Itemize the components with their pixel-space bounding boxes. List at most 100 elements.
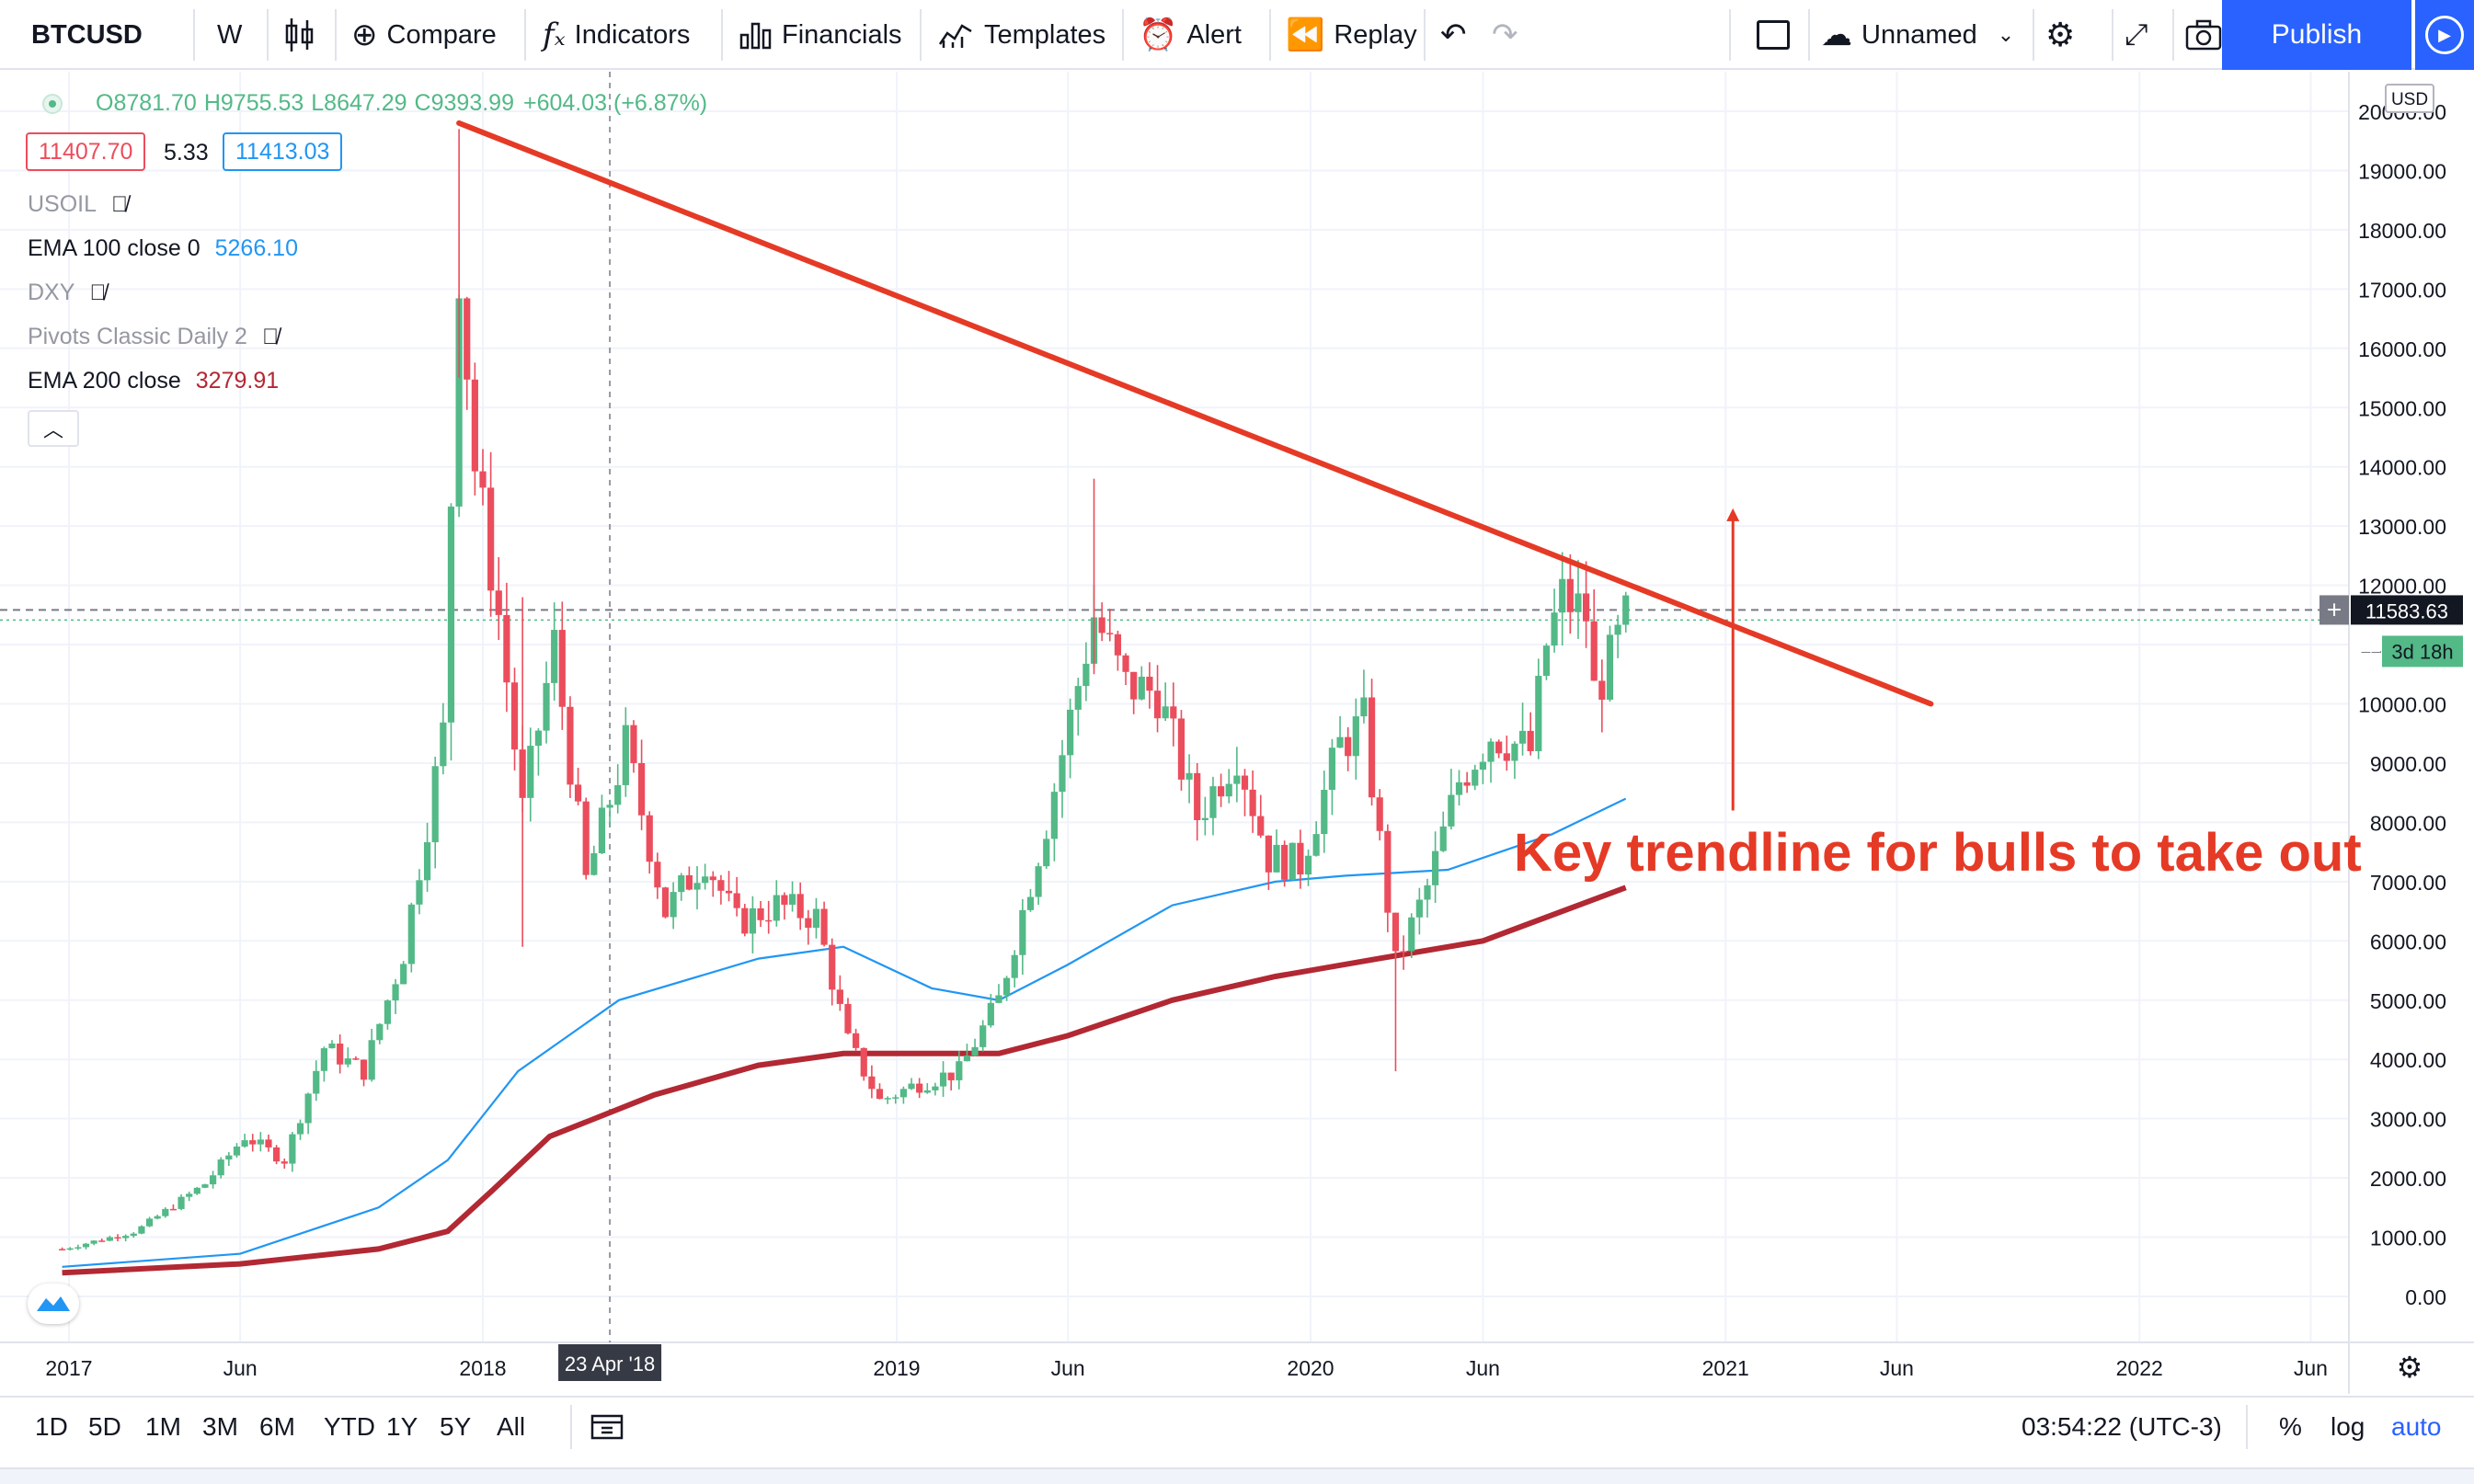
interval-button[interactable]: W (217, 19, 243, 50)
collapse-legend-button[interactable]: ︿ (28, 410, 79, 447)
candles-icon (285, 18, 314, 51)
candle-body (1002, 977, 1011, 996)
study-dxy[interactable]: DXY 👁̸ (28, 280, 106, 306)
price-axis[interactable]: 0.00 1000.00 2000.00 3000.00 4000.00 5000.00 6… (2358, 100, 2446, 1309)
range-button-6m[interactable]: 6M (259, 1412, 295, 1441)
indicators-button[interactable]: 𝑓ₓ Indicators (543, 0, 690, 70)
candle-body (1479, 761, 1486, 771)
play-button[interactable]: ▶ (2415, 0, 2474, 70)
candle-body (265, 1139, 272, 1147)
publish-button[interactable]: Publish (2222, 0, 2411, 70)
candle-body (892, 1097, 899, 1099)
compare-button[interactable]: ⊕ Compare (351, 0, 497, 70)
symbol-search[interactable]: BTCUSD (31, 19, 143, 50)
candle-body (122, 1236, 130, 1239)
price-tick-label: 8000.00 (2370, 811, 2446, 835)
price-tick-label: 3000.00 (2370, 1108, 2446, 1132)
plus-icon: + (2327, 595, 2342, 623)
candle-body (1218, 786, 1225, 797)
eye-off-icon[interactable]: 👁̸ (261, 324, 279, 349)
expand-icon[interactable]: ⤢ (2125, 17, 2148, 51)
range-button-ytd[interactable]: YTD (324, 1412, 375, 1441)
range-button-5y[interactable]: 5Y (440, 1412, 472, 1441)
candle-body (1336, 736, 1344, 748)
candle-body (1225, 783, 1232, 797)
time-tick-label: Jun (2294, 1356, 2328, 1380)
time-tick-label: Jun (1051, 1356, 1085, 1380)
time-tick-label: 2017 (45, 1356, 92, 1380)
candle-body (1415, 899, 1423, 918)
candle-body (1590, 621, 1598, 681)
study-ema100[interactable]: EMA 100 close 0 5266.10 (28, 235, 298, 262)
layout-name: Unnamed (1861, 19, 1977, 50)
candle-body (534, 730, 543, 747)
candle-body (987, 1002, 994, 1026)
undo-icon[interactable]: ↶ (1440, 17, 1467, 52)
alert-button[interactable]: ⏰ Alert (1139, 0, 1242, 70)
candle-body (344, 1058, 351, 1065)
sell-price-box[interactable]: 11407.70 (26, 132, 146, 171)
replay-button[interactable]: ⏪ Replay (1286, 0, 1417, 70)
chart-annotation-text[interactable]: Key trendline for bulls to take out (1514, 823, 2362, 883)
percent-toggle[interactable]: % (2279, 1412, 2302, 1441)
candle-body (1312, 834, 1320, 856)
candle-body (162, 1208, 169, 1216)
eye-off-icon[interactable]: 👁̸ (89, 280, 107, 305)
price-chart[interactable]: 0.00 1000.00 2000.00 3000.00 4000.00 5000.00 6… (0, 72, 2474, 1394)
candle-body (106, 1237, 113, 1241)
price-tick-label: 18000.00 (2358, 219, 2446, 243)
range-button-all[interactable]: All (497, 1412, 526, 1441)
gear-icon[interactable]: ⚙ (2045, 16, 2076, 53)
candle-body (741, 908, 749, 934)
candle-body (90, 1240, 97, 1244)
candle-body (440, 722, 447, 767)
candle-body (66, 1248, 74, 1250)
divider (721, 9, 723, 61)
range-button-1m[interactable]: 1M (145, 1412, 181, 1441)
range-button-3m[interactable]: 3M (202, 1412, 238, 1441)
ema-200-line (62, 885, 1627, 1276)
candle-body (392, 984, 399, 1001)
candle-body (423, 841, 431, 881)
redo-icon[interactable]: ↷ (1492, 17, 1518, 52)
buy-price-box[interactable]: 11413.03 (223, 132, 343, 171)
financials-button[interactable]: Financials (739, 0, 902, 70)
arrow-annotation[interactable] (1726, 508, 1740, 811)
arrow-head (1726, 508, 1740, 521)
tradingview-logo[interactable] (28, 1284, 79, 1324)
candle-body (1098, 617, 1105, 634)
layout-menu[interactable]: ☁ Unnamed ⌄ (1821, 0, 2014, 70)
candle-body (646, 815, 653, 862)
time-axis[interactable]: 2017 Jun 2018 2019 Jun 2020 Jun 2021 Jun 2022 Jun ⚙ (45, 1351, 2422, 1384)
fullscreen-toggle[interactable] (1757, 0, 1790, 70)
range-button-5d[interactable]: 5D (88, 1412, 121, 1441)
candle-body (1233, 775, 1241, 784)
clock[interactable]: 03:54:22 (UTC-3) (2022, 1412, 2222, 1441)
date-range-button[interactable] (590, 1398, 624, 1456)
candle-body (1400, 951, 1407, 953)
candle-body (1273, 844, 1280, 873)
price-tick-label: 13000.00 (2358, 515, 2446, 539)
candle-body (543, 682, 550, 731)
candle-body (971, 1046, 979, 1056)
candle-body (186, 1193, 193, 1197)
indicators-label: Indicators (574, 19, 691, 50)
auto-toggle[interactable]: auto (2391, 1412, 2442, 1441)
range-button-1d[interactable]: 1D (35, 1412, 68, 1441)
snapshot-button[interactable] (2185, 0, 2222, 70)
bar-chart-icon (739, 22, 772, 50)
trendline[interactable] (456, 120, 1934, 707)
candle-body (313, 1070, 320, 1094)
price-tick-label: 9000.00 (2370, 752, 2446, 776)
study-pivots[interactable]: Pivots Classic Daily 2 👁̸ (28, 324, 279, 350)
log-toggle[interactable]: log (2331, 1412, 2365, 1441)
templates-button[interactable]: Templates (938, 0, 1105, 70)
candle-body (908, 1083, 915, 1090)
open-value: O8781.70 (96, 90, 197, 116)
eye-off-icon[interactable]: 👁̸ (111, 191, 129, 217)
range-button-1y[interactable]: 1Y (386, 1412, 418, 1441)
study-usoil[interactable]: USOIL 👁̸ (28, 191, 128, 218)
study-ema200[interactable]: EMA 200 close 3279.91 (28, 368, 279, 394)
chart-style-button[interactable] (283, 0, 316, 70)
spread-value: 5.33 (164, 140, 209, 166)
